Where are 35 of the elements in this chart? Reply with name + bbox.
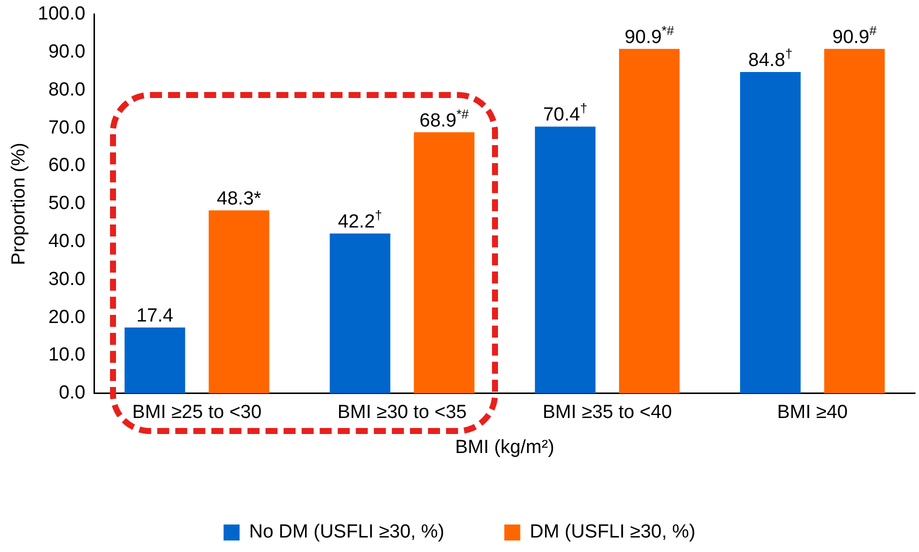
bar bbox=[619, 48, 680, 394]
x-tick-label: BMI ≥30 to <35 bbox=[337, 402, 467, 424]
data-label: 17.4 bbox=[136, 305, 174, 326]
data-label: 84.8† bbox=[748, 46, 792, 72]
y-tick-label: 30.0 bbox=[48, 268, 86, 290]
data-label: 90.9# bbox=[832, 22, 878, 48]
y-tick-label: 50.0 bbox=[48, 193, 86, 214]
y-tick-label: 20.0 bbox=[48, 306, 86, 328]
x-tick-label: BMI ≥35 to <40 bbox=[542, 402, 672, 424]
y-tick-label: 10.0 bbox=[48, 344, 86, 366]
data-label: 48.3* bbox=[216, 188, 262, 210]
data-label: 42.2† bbox=[338, 207, 382, 232]
bar bbox=[534, 126, 596, 394]
y-tick-label: 100.0 bbox=[38, 4, 86, 25]
bar bbox=[330, 233, 390, 394]
x-axis-title: BMI (kg/m²) bbox=[455, 436, 554, 458]
y-tick-label: 60.0 bbox=[48, 155, 86, 176]
y-tick-label: 40.0 bbox=[48, 231, 86, 252]
bar bbox=[824, 48, 885, 394]
x-tick-label: BMI ≥40 bbox=[777, 402, 848, 424]
x-tick-label: BMI ≥25 to <30 bbox=[132, 402, 262, 424]
bar bbox=[740, 72, 801, 394]
bar bbox=[208, 210, 270, 394]
data-label: 68.9*# bbox=[420, 106, 470, 132]
y-tick-label: 0.0 bbox=[58, 382, 86, 404]
data-label: 90.9*# bbox=[624, 22, 675, 48]
y-tick-label: 70.0 bbox=[48, 117, 86, 138]
legend-label: DM (USFLI ≥30, %) bbox=[530, 522, 696, 543]
y-axis-title: Proportion (%) bbox=[8, 142, 30, 266]
y-tick-label: 90.0 bbox=[48, 42, 86, 63]
legend-label: No DM (USFLI ≥30, %) bbox=[249, 522, 444, 543]
bar bbox=[414, 132, 474, 394]
y-tick-label: 80.0 bbox=[48, 79, 86, 100]
bar bbox=[124, 327, 186, 394]
data-label: 70.4† bbox=[543, 100, 588, 126]
